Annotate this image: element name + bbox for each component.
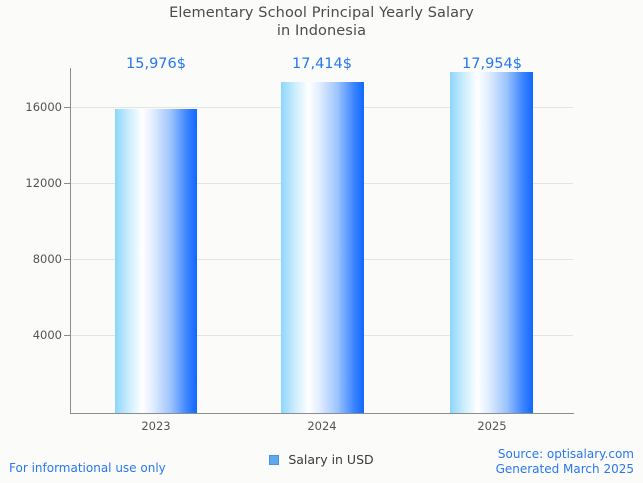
x-axis-label-2023: 2023 [141,419,171,433]
legend-label: Salary in USD [288,452,374,467]
chart-title: Elementary School Principal Yearly Salar… [0,4,643,40]
y-axis-line [70,68,71,414]
y-axis-tick-label: 16000 [25,100,62,114]
chart-title-line-2: in Indonesia [276,23,367,39]
bar-2023[interactable] [115,109,197,413]
x-axis-label-2024: 2024 [307,419,337,433]
legend-swatch-icon [269,454,280,465]
x-axis-line [70,413,574,414]
plot-area [70,68,573,413]
y-axis-tick-label: 12000 [25,176,62,190]
bar-2025[interactable] [450,72,533,413]
y-axis-tick-label: 4000 [32,328,62,342]
generated-text: Generated March 2025 [495,462,634,476]
chart-legend: Salary in USD [0,452,643,467]
source-text: Source: optisalary.com [497,447,634,461]
source-block: Source: optisalary.com Generated March 2… [496,447,634,477]
bar-value-label-2024: 17,414$ [292,56,352,72]
y-axis-tick-label: 8000 [32,252,62,266]
bar-2024[interactable] [281,82,364,413]
x-axis-label-2025: 2025 [477,419,507,433]
y-tick-mark [64,335,70,336]
bar-value-label-2025: 17,954$ [462,56,522,72]
chart-title-line-1: Elementary School Principal Yearly Salar… [169,5,474,21]
y-tick-mark [64,259,70,260]
y-tick-mark [64,183,70,184]
bar-value-label-2023: 15,976$ [126,56,186,72]
legend-item-salary[interactable]: Salary in USD [269,452,374,467]
disclaimer-text: For informational use only [9,461,166,475]
y-tick-mark [64,107,70,108]
